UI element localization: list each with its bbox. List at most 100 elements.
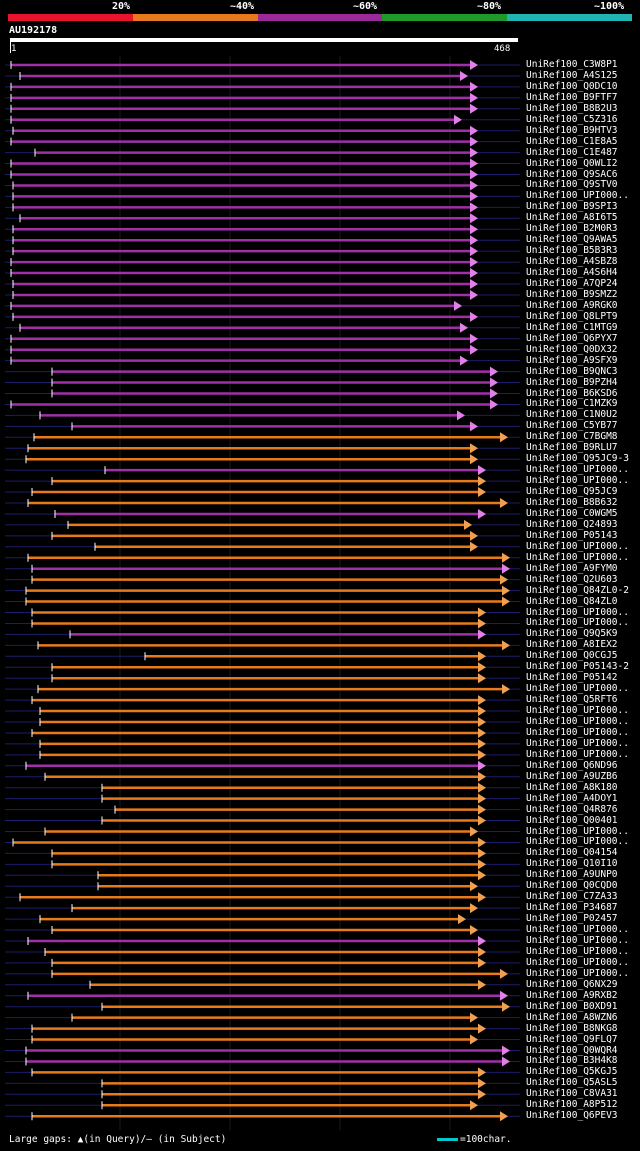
hit-label[interactable]: UniRef100_UPI000..: [526, 683, 629, 695]
hit-label[interactable]: UniRef100_P02457: [526, 913, 618, 925]
hit-label[interactable]: UniRef100_B9HTV3: [526, 124, 618, 136]
hit-label[interactable]: UniRef100_B8NKG8: [526, 1022, 618, 1034]
hit-label[interactable]: UniRef100_Q0CQD0: [526, 880, 618, 892]
hit-label[interactable]: UniRef100_UPI000..: [526, 540, 629, 552]
hit-label[interactable]: UniRef100_P05142: [526, 672, 618, 684]
hit-label[interactable]: UniRef100_A9SFX9: [526, 354, 618, 366]
hit-label[interactable]: UniRef100_Q9SAC6: [526, 168, 618, 180]
hit-label[interactable]: UniRef100_Q0WQR4: [526, 1044, 618, 1056]
hit-label[interactable]: UniRef100_B9RLU7: [526, 442, 618, 454]
hit-label[interactable]: UniRef100_C1MZK9: [526, 398, 618, 410]
hit-label[interactable]: UniRef100_Q10I10: [526, 858, 618, 870]
hit-label[interactable]: UniRef100_Q5ASL5: [526, 1077, 618, 1089]
hit-label[interactable]: UniRef100_Q6PYX7: [526, 332, 618, 344]
hit-label[interactable]: UniRef100_Q6NX29: [526, 978, 618, 990]
hit-label[interactable]: UniRef100_Q84ZL0-2: [526, 584, 629, 596]
hit-label[interactable]: UniRef100_B2M0R3: [526, 223, 618, 235]
hit-label[interactable]: UniRef100_Q24893: [526, 518, 618, 530]
hit-label[interactable]: UniRef100_B0XD91: [526, 1000, 618, 1012]
hit-label[interactable]: UniRef100_Q0CGJ5: [526, 650, 618, 662]
hit-label[interactable]: UniRef100_UPI000..: [526, 935, 629, 946]
hit-label[interactable]: UniRef100_UPI000..: [526, 617, 629, 629]
hit-label[interactable]: UniRef100_P34687: [526, 902, 618, 914]
hit-label[interactable]: UniRef100_UPI000..: [526, 726, 629, 738]
hit-label[interactable]: UniRef100_C1E8A5: [526, 135, 618, 147]
hit-label[interactable]: UniRef100_Q2U603: [526, 573, 618, 585]
hit-label[interactable]: UniRef100_C1E487: [526, 146, 618, 158]
hit-label[interactable]: UniRef100_Q00401: [526, 814, 618, 826]
hit-label[interactable]: UniRef100_Q9AWA5: [526, 234, 618, 246]
hit-label[interactable]: UniRef100_Q95JC9: [526, 486, 618, 498]
hit-label[interactable]: UniRef100_B9FTF7: [526, 91, 618, 103]
hit-label[interactable]: UniRef100_B5B3R3: [526, 245, 618, 257]
hit-label[interactable]: UniRef100_P05143-2: [526, 661, 629, 673]
hit-label[interactable]: UniRef100_A9UNP0: [526, 869, 618, 881]
hit-label[interactable]: UniRef100_C1N0U2: [526, 409, 618, 421]
hit-label[interactable]: UniRef100_C7BGM8: [526, 431, 618, 443]
hit-label[interactable]: UniRef100_C5YB77: [526, 420, 618, 432]
hit-label[interactable]: UniRef100_A7QP24: [526, 278, 618, 289]
hit-label[interactable]: UniRef100_UPI000..: [526, 825, 629, 837]
hit-label[interactable]: UniRef100_UPI000..: [526, 716, 629, 727]
hit-label[interactable]: UniRef100_UPI000..: [526, 956, 629, 968]
hit-label[interactable]: UniRef100_Q5KGJ5: [526, 1066, 618, 1078]
hit-label[interactable]: UniRef100_A4DOY1: [526, 792, 618, 804]
hit-label[interactable]: UniRef100_UPI000..: [526, 945, 629, 957]
hit-label[interactable]: UniRef100_C8VA31: [526, 1088, 618, 1100]
hit-label[interactable]: UniRef100_UPI000..: [526, 967, 629, 979]
hit-label[interactable]: UniRef100_A9RGK0: [526, 299, 618, 311]
hit-label[interactable]: UniRef100_Q9FLQ7: [526, 1033, 618, 1045]
hit-label[interactable]: UniRef100_Q9Q5K9: [526, 628, 618, 640]
hit-label[interactable]: UniRef100_Q4R876: [526, 803, 618, 815]
hit-label[interactable]: UniRef100_UPI000..: [526, 748, 629, 760]
hit-label[interactable]: UniRef100_UPI000..: [526, 836, 629, 848]
hit-label[interactable]: UniRef100_UPI000..: [526, 551, 629, 563]
hit-label[interactable]: UniRef100_A9FYM0: [526, 562, 618, 574]
hit-label[interactable]: UniRef100_A8I6T5: [526, 212, 618, 224]
hit-label[interactable]: UniRef100_C1MTG9: [526, 321, 618, 333]
hit-label[interactable]: UniRef100_B9QNC3: [526, 365, 618, 377]
hit-label[interactable]: UniRef100_Q6ND96: [526, 759, 618, 771]
hit-label[interactable]: UniRef100_B8B2U3: [526, 102, 618, 114]
hit-label[interactable]: UniRef100_Q0WLI2: [526, 157, 618, 169]
hit-label[interactable]: UniRef100_UPI000..: [526, 190, 629, 202]
hit-label[interactable]: UniRef100_Q04154: [526, 847, 618, 859]
hit-label[interactable]: UniRef100_UPI000..: [526, 475, 629, 487]
hit-label[interactable]: UniRef100_A8WZN6: [526, 1011, 618, 1023]
hit-label[interactable]: UniRef100_A4S6H4: [526, 267, 618, 279]
hit-label[interactable]: UniRef100_B9PZH4: [526, 376, 618, 388]
hit-label[interactable]: UniRef100_Q0DX32: [526, 343, 618, 355]
hit-label[interactable]: UniRef100_A8IEX2: [526, 639, 618, 651]
hit-label[interactable]: UniRef100_B9SMZ2: [526, 288, 618, 300]
hit-label[interactable]: UniRef100_B8B632: [526, 497, 618, 508]
hit-label[interactable]: UniRef100_UPI000..: [526, 737, 629, 749]
hit-label[interactable]: UniRef100_A9RXB2: [526, 989, 618, 1001]
hit-label[interactable]: UniRef100_A8P512: [526, 1099, 618, 1111]
hit-label[interactable]: UniRef100_Q84ZL0: [526, 595, 618, 607]
hit-label[interactable]: UniRef100_A4SBZ8: [526, 256, 618, 268]
hit-label[interactable]: UniRef100_A8K180: [526, 781, 618, 793]
hit-label[interactable]: UniRef100_Q95JC9-3: [526, 453, 629, 465]
hit-label[interactable]: UniRef100_Q6PEV3: [526, 1110, 618, 1122]
alignment-arrowhead: [490, 377, 498, 388]
hit-label[interactable]: UniRef100_B6KSD6: [526, 387, 618, 399]
hit-label[interactable]: UniRef100_UPI000..: [526, 924, 629, 936]
hit-label[interactable]: UniRef100_UPI000..: [526, 606, 629, 618]
hit-label[interactable]: UniRef100_C7ZA33: [526, 891, 618, 903]
hit-label[interactable]: UniRef100_B3H4K8: [526, 1055, 618, 1067]
hit-label[interactable]: UniRef100_C3W8P1: [526, 59, 618, 70]
hit-label[interactable]: UniRef100_Q8LPT9: [526, 310, 618, 322]
hit-label[interactable]: UniRef100_B9SPI3: [526, 201, 618, 213]
hit-label[interactable]: UniRef100_C5Z316: [526, 113, 618, 125]
hit-label[interactable]: UniRef100_Q0DC10: [526, 80, 618, 92]
alignment-arrowhead: [500, 968, 508, 979]
hit-label[interactable]: UniRef100_Q5RFT6: [526, 694, 618, 706]
hit-label[interactable]: UniRef100_UPI000..: [526, 464, 629, 476]
hit-label[interactable]: UniRef100_P05143: [526, 529, 618, 541]
hit-label[interactable]: UniRef100_UPI000..: [526, 705, 629, 717]
hit-label[interactable]: UniRef100_A9UZB6: [526, 770, 618, 782]
hit-label[interactable]: UniRef100_A4S125: [526, 69, 618, 81]
hit-label[interactable]: UniRef100_C0WGM5: [526, 507, 618, 519]
hit-label[interactable]: UniRef100_Q9STV0: [526, 179, 618, 191]
